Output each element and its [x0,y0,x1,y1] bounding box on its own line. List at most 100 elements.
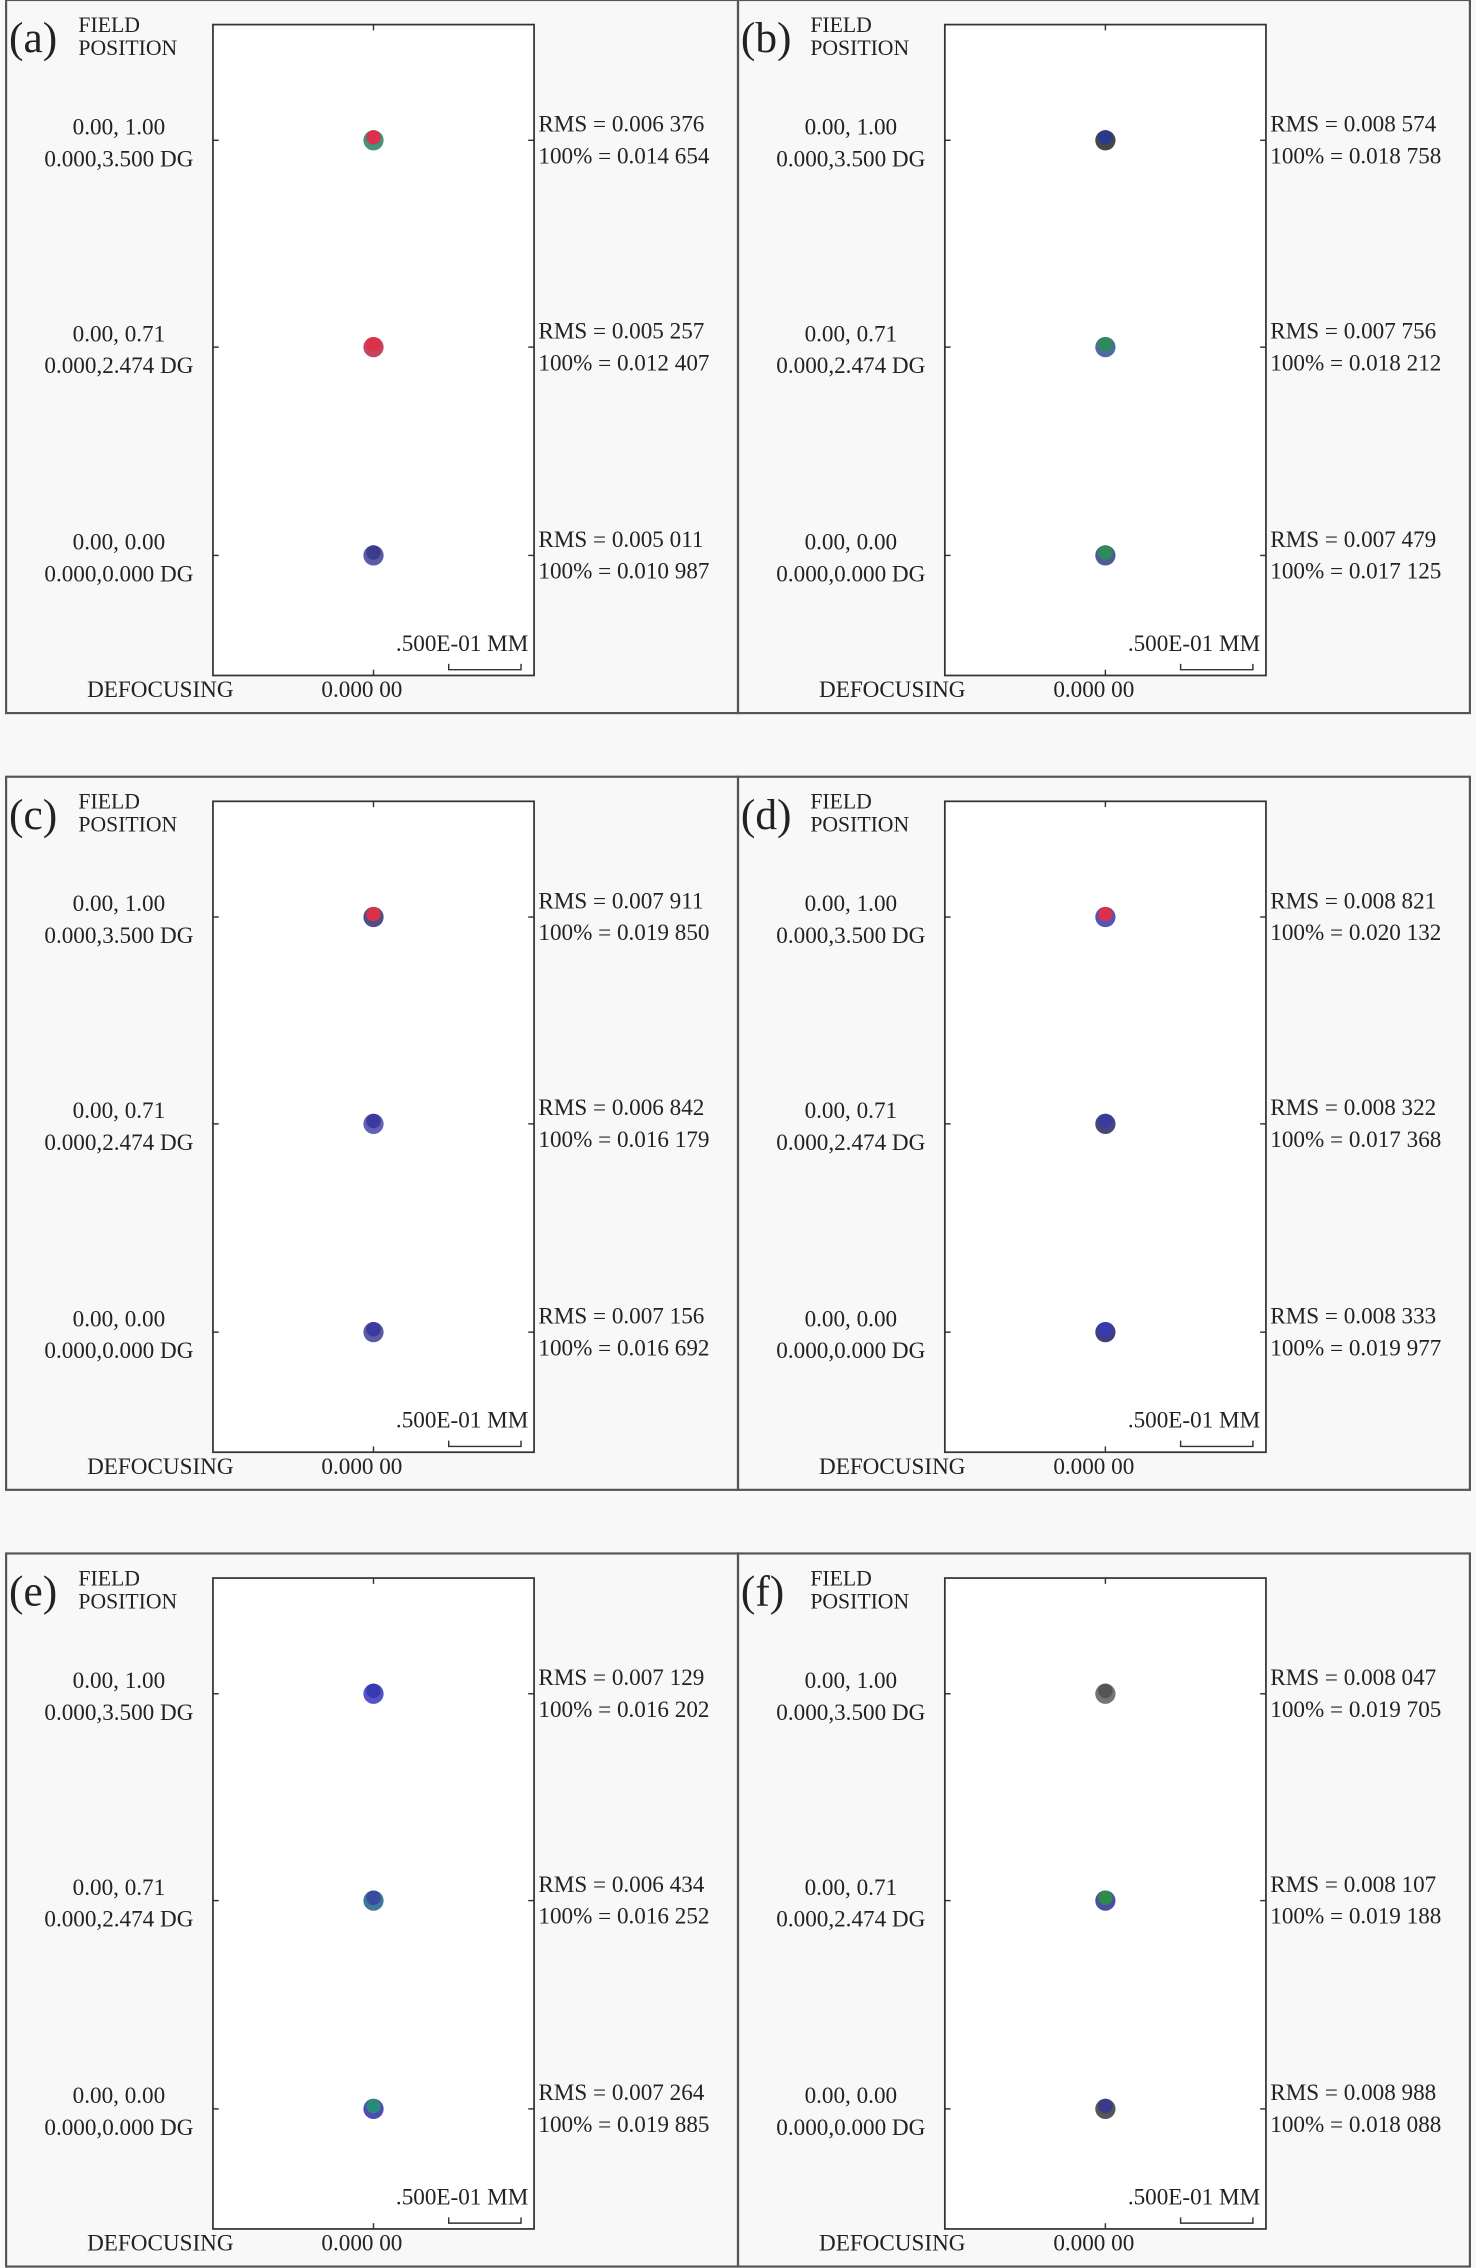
panel-label: (c) [9,791,57,839]
spot [363,1322,384,1343]
field-header: FIELD [810,790,871,814]
field-angle: 0.000,2.474 DG [44,1130,193,1156]
field-value: 0.00, 1.00 [805,891,898,917]
rms-value: RMS = 0.007 156 [538,1303,704,1329]
field-value: 0.00, 0.00 [805,2083,898,2109]
spot [1095,2098,1116,2120]
field-value: 0.00, 0.00 [73,1306,166,1332]
field-angle: 0.000,2.474 DG [776,1130,925,1156]
scale-bar [1179,2217,1254,2224]
field-header: POSITION [810,1589,909,1613]
field-angle: 0.000,3.500 DG [44,1700,193,1726]
scale-label: .500E-01 MM [396,1408,528,1434]
field-value: 0.00, 0.00 [73,530,166,556]
field-value: 0.00, 0.71 [805,1875,898,1901]
field-header: POSITION [78,1589,177,1613]
scale-label: .500E-01 MM [396,2184,528,2210]
defocus-label: DEFOCUSING [819,1454,965,1480]
field-angle: 0.000,2.474 DG [44,1907,193,1933]
rms-value: RMS = 0.008 821 [1270,888,1436,914]
full-value: 100% = 0.016 179 [538,1127,709,1153]
spot-core [1098,1890,1113,1905]
panel-border [736,775,1471,1491]
field-angle: 0.000,2.474 DG [776,353,925,379]
defocus-value: 0.000 00 [321,2231,402,2257]
spot [363,1683,384,1704]
rms-value: RMS = 0.008 107 [1270,1872,1436,1898]
field-angle: 0.000,0.000 DG [776,1338,925,1364]
defocus-value: 0.000 00 [1053,677,1134,703]
spot [1095,1683,1116,1704]
field-header: FIELD [78,13,139,37]
field-header: POSITION [78,36,177,60]
rms-value: RMS = 0.007 264 [538,2080,704,2106]
full-value: 100% = 0.014 654 [538,143,709,169]
field-value: 0.00, 0.00 [73,2083,166,2109]
field-angle: 0.000,3.500 DG [776,923,925,949]
spot-core [1098,1113,1113,1129]
full-value: 100% = 0.019 705 [1270,1697,1441,1723]
spot [1095,1890,1116,1911]
field-header: POSITION [78,813,177,837]
rms-value: RMS = 0.005 011 [538,527,703,553]
field-header: FIELD [810,1566,871,1590]
panel-label: (e) [9,1568,57,1616]
spot [363,1113,384,1134]
panel-border [736,1552,1471,2268]
spot [1095,130,1116,151]
field-angle: 0.000,0.000 DG [776,2115,925,2141]
spot-core [1098,337,1113,352]
field-header: FIELD [78,790,139,814]
rms-value: RMS = 0.007 479 [1270,527,1436,553]
full-value: 100% = 0.017 368 [1270,1127,1441,1153]
full-value: 100% = 0.019 850 [538,920,709,946]
defocus-value: 0.000 00 [1053,1454,1134,1480]
field-angle: 0.000,3.500 DG [44,146,193,172]
defocus-value: 0.000 00 [321,1454,402,1480]
scale-bar [447,663,522,671]
spot [363,130,384,151]
field-value: 0.00, 1.00 [805,115,898,141]
full-value: 100% = 0.018 758 [1270,143,1441,169]
scale-label: .500E-01 MM [1128,631,1260,657]
scale-label: .500E-01 MM [396,631,528,657]
panel-label: (d) [741,791,792,839]
defocus-label: DEFOCUSING [87,677,233,703]
rms-value: RMS = 0.006 434 [538,1872,704,1898]
full-value: 100% = 0.010 987 [538,559,709,585]
field-angle: 0.000,2.474 DG [44,353,193,379]
rms-value: RMS = 0.008 333 [1270,1303,1436,1329]
full-value: 100% = 0.012 407 [538,350,709,376]
field-value: 0.00, 1.00 [73,891,166,917]
panel-border [736,0,1471,715]
full-value: 100% = 0.019 885 [538,2112,709,2138]
scale-bar [447,2217,522,2224]
defocus-label: DEFOCUSING [87,2231,233,2257]
scale-bar [1179,1440,1254,1448]
field-value: 0.00, 0.00 [805,1306,898,1332]
spot [363,906,384,928]
rms-value: RMS = 0.007 756 [1270,318,1436,344]
spot [1095,337,1116,358]
spot-core [1098,906,1113,922]
spot [363,1890,384,1911]
field-value: 0.00, 0.71 [73,1875,166,1901]
full-value: 100% = 0.018 212 [1270,350,1441,376]
spot-core [366,1322,381,1337]
rms-value: RMS = 0.007 911 [538,888,703,914]
rms-value: RMS = 0.008 988 [1270,2080,1436,2106]
panel-label: (a) [9,14,57,62]
spot [1095,1322,1116,1343]
full-value: 100% = 0.020 132 [1270,920,1441,946]
spot [363,545,384,566]
field-header: POSITION [810,813,909,837]
spot-core [366,2098,381,2114]
rms-value: RMS = 0.007 129 [538,1665,704,1691]
rms-value: RMS = 0.008 574 [1270,112,1436,138]
